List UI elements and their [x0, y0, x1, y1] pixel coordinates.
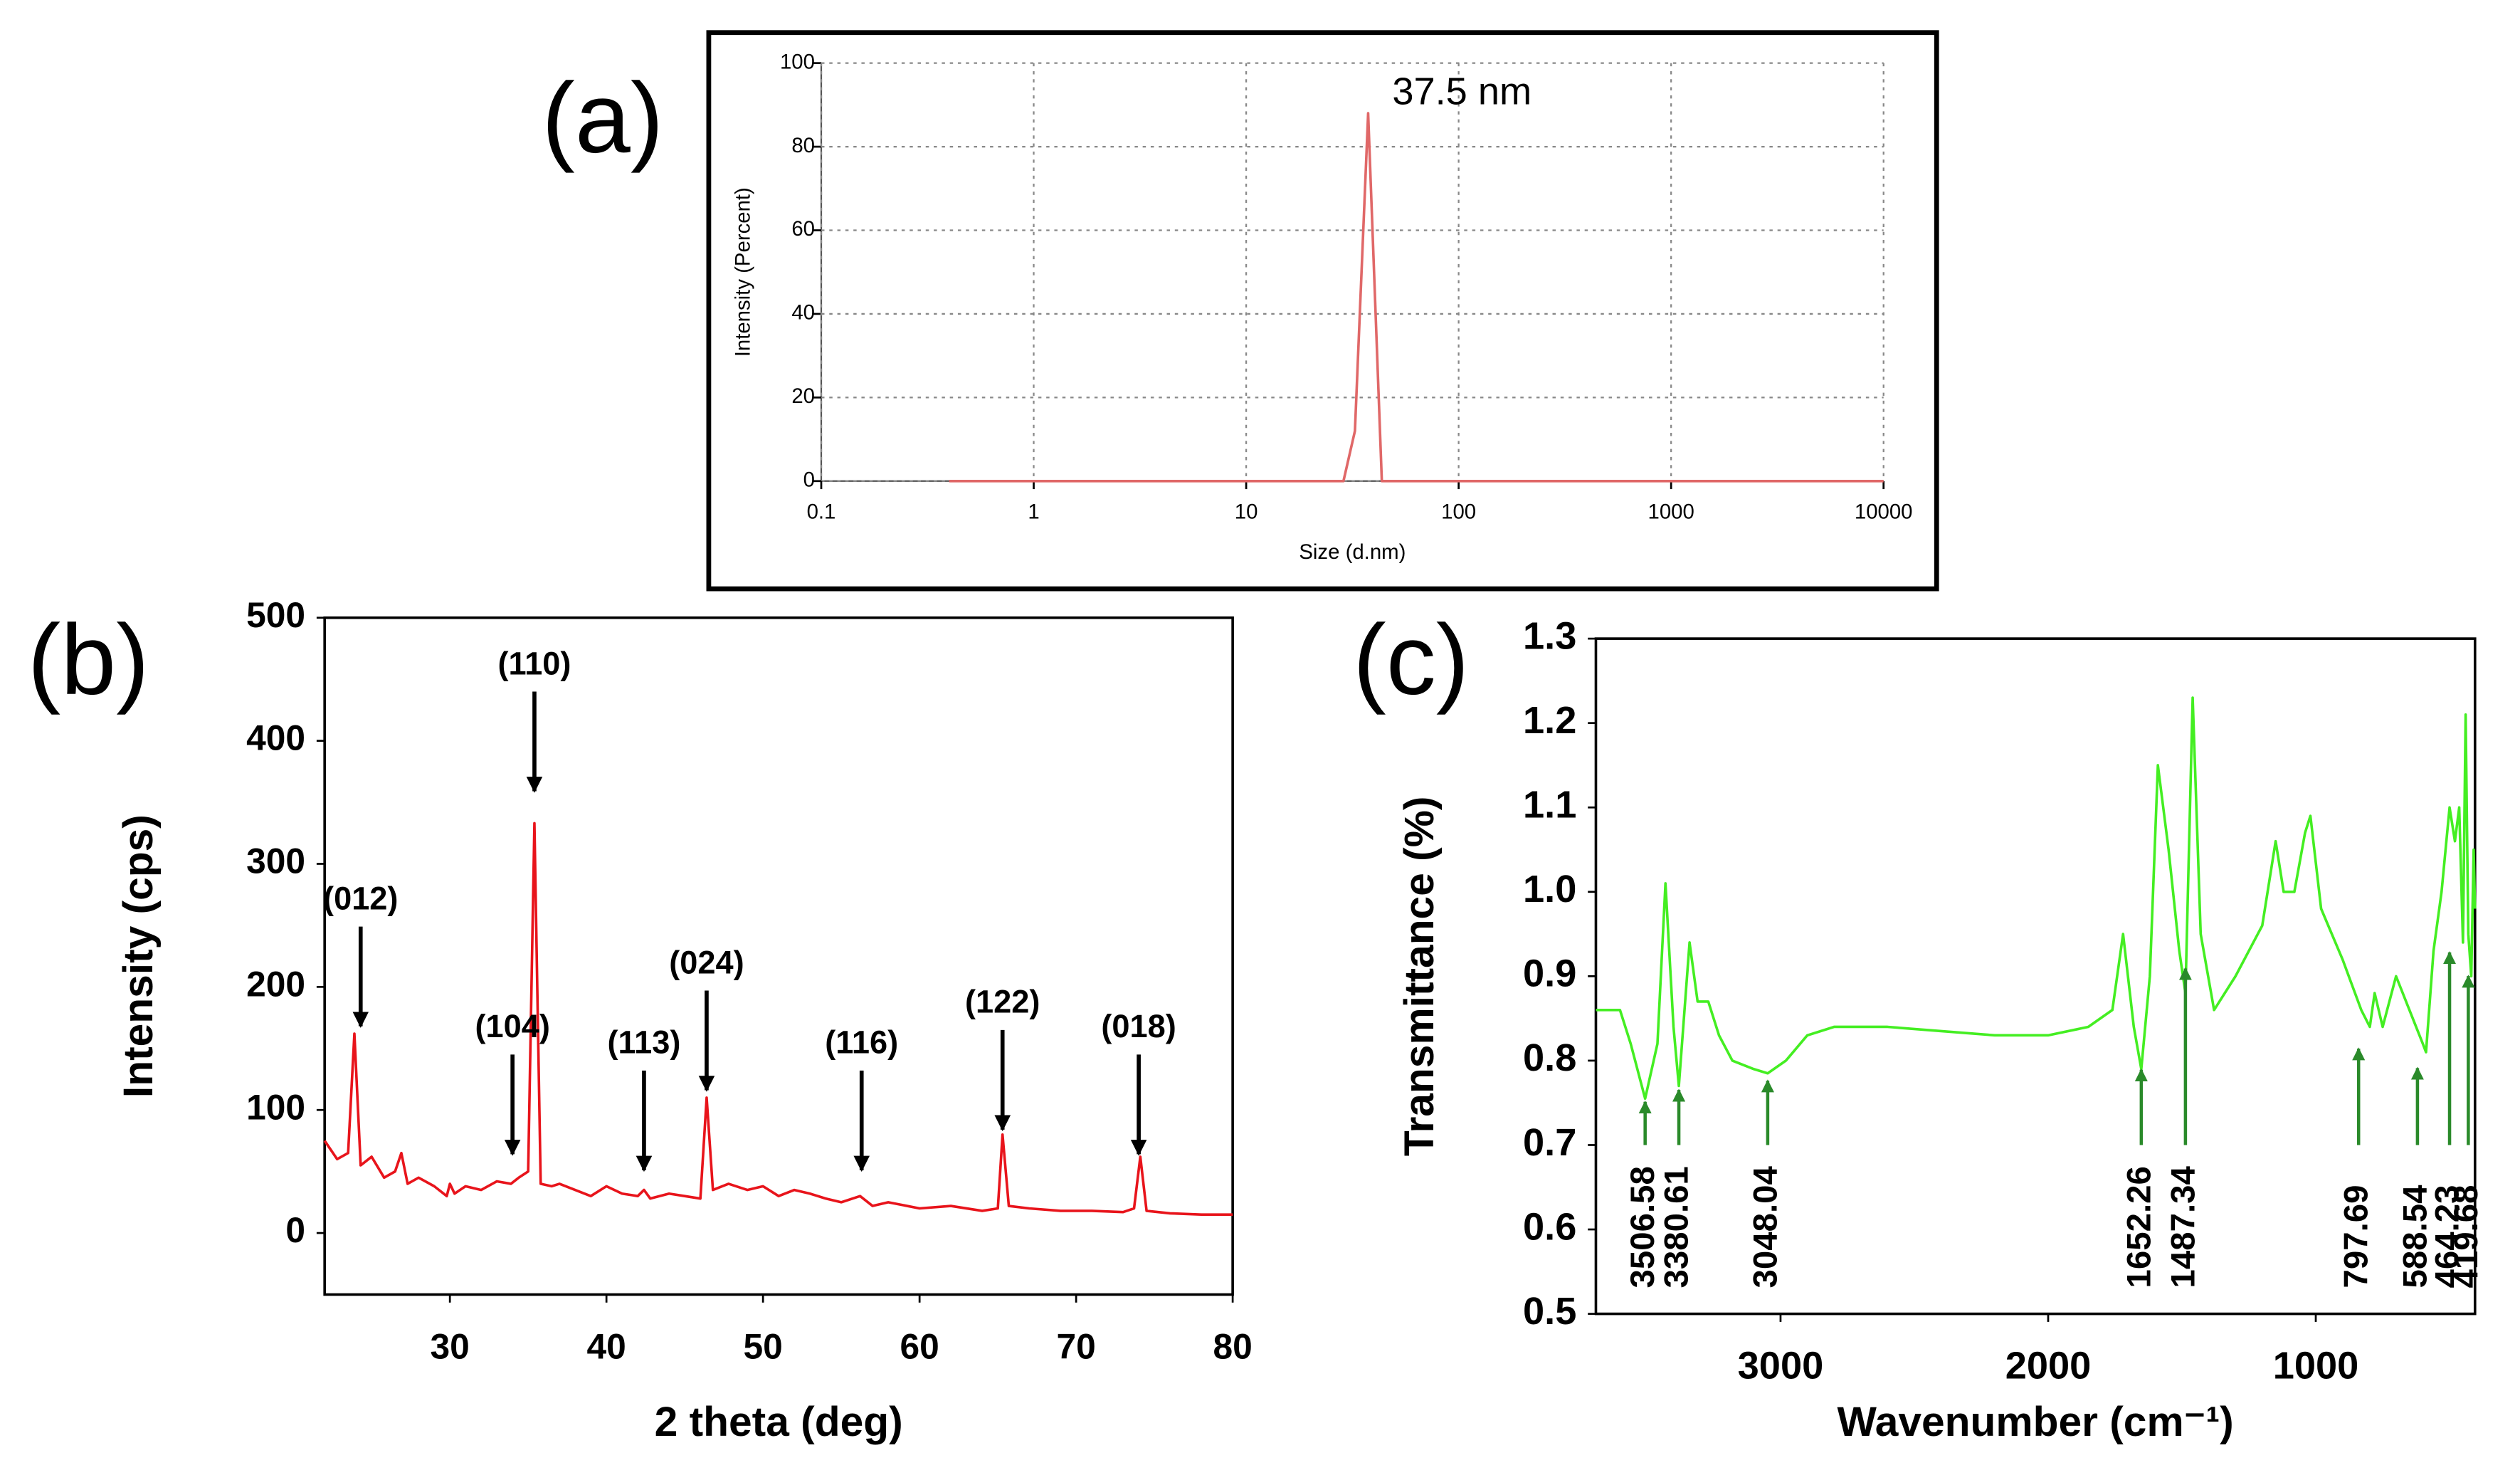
y-tick-label: 60: [791, 217, 815, 241]
annotation: (110): [497, 645, 571, 681]
y-tick-label: 500: [246, 595, 305, 635]
y-tick-label: 100: [780, 50, 815, 73]
y-axis-label: Transmittance (%): [1396, 797, 1443, 1157]
panel-label: (b): [28, 604, 149, 715]
x-tick-label: 3000: [1738, 1345, 1824, 1387]
annotation: (122): [965, 984, 1040, 1020]
y-tick-label: 1.1: [1523, 784, 1576, 826]
y-tick-label: 0.5: [1523, 1290, 1576, 1333]
x-axis-label: Size (d.nm): [1299, 540, 1406, 564]
y-tick-label: 200: [246, 964, 305, 1004]
annotation: (018): [1101, 1008, 1176, 1044]
data-line: [1596, 696, 2477, 1101]
x-tick-label: 0.1: [807, 500, 836, 524]
y-tick-label: 0: [803, 468, 815, 492]
plot-frame: [323, 616, 1234, 1296]
annotation: (104): [475, 1008, 549, 1044]
x-tick-label: 10: [1235, 500, 1258, 524]
annotation: 3506.58: [1624, 1166, 1662, 1288]
y-axis-label: Intensity (cps): [115, 814, 162, 1098]
x-tick-label: 100: [1441, 500, 1476, 524]
x-tick-label: 40: [587, 1326, 626, 1366]
panel-label: (c): [1353, 604, 1469, 715]
annotation: (024): [669, 944, 744, 980]
y-axis-label: Intensity (Percent): [731, 187, 754, 357]
y-tick-label: 0: [285, 1210, 305, 1250]
data-line: [323, 822, 1233, 1216]
y-tick-label: 400: [246, 718, 305, 758]
annotation: (113): [607, 1024, 680, 1061]
panel-a-frame: [706, 30, 1939, 592]
x-tick-label: 10000: [1855, 500, 1913, 524]
x-tick-label: 70: [1056, 1326, 1095, 1366]
x-tick-label: 50: [744, 1326, 783, 1366]
panel-label: (a): [542, 62, 663, 174]
y-tick-label: 0.7: [1523, 1121, 1576, 1164]
data-line: [949, 112, 1884, 483]
annotation: 3380.61: [1658, 1166, 1696, 1288]
x-axis-label: 2 theta (deg): [655, 1399, 903, 1445]
annotation: 419.68: [2447, 1185, 2485, 1288]
annotation: 1652.26: [2120, 1166, 2158, 1288]
annotation: 464.23: [2429, 1185, 2467, 1288]
x-tick-label: 1: [1028, 500, 1039, 524]
annotation: 3048.04: [1746, 1165, 1784, 1288]
y-tick-label: 0.6: [1523, 1205, 1576, 1248]
y-tick-label: 1.3: [1523, 614, 1576, 657]
y-tick-label: 1.0: [1523, 868, 1576, 910]
annotation: (116): [825, 1024, 898, 1061]
x-tick-label: 1000: [1648, 500, 1694, 524]
y-tick-label: 40: [791, 301, 815, 325]
x-tick-label: 80: [1213, 1326, 1252, 1366]
annotation: 588.54: [2396, 1185, 2434, 1288]
x-axis-label: Wavenumber (cm⁻¹): [1838, 1399, 2234, 1445]
y-tick-label: 20: [791, 384, 815, 408]
y-tick-label: 0.8: [1523, 1036, 1576, 1079]
y-tick-label: 100: [246, 1087, 305, 1127]
annotation: 1487.34: [2164, 1165, 2202, 1288]
annotation: (012): [323, 880, 398, 916]
y-tick-label: 0.9: [1523, 952, 1576, 995]
y-tick-label: 300: [246, 841, 305, 881]
x-tick-label: 2000: [2005, 1345, 2092, 1387]
annotation: 797.69: [2338, 1185, 2376, 1288]
y-tick-label: 1.2: [1523, 699, 1576, 742]
x-tick-label: 30: [431, 1326, 470, 1366]
x-tick-label: 60: [900, 1326, 939, 1366]
x-tick-label: 1000: [2273, 1345, 2359, 1387]
y-tick-label: 80: [791, 134, 815, 157]
annotation: 37.5 nm: [1392, 70, 1531, 112]
